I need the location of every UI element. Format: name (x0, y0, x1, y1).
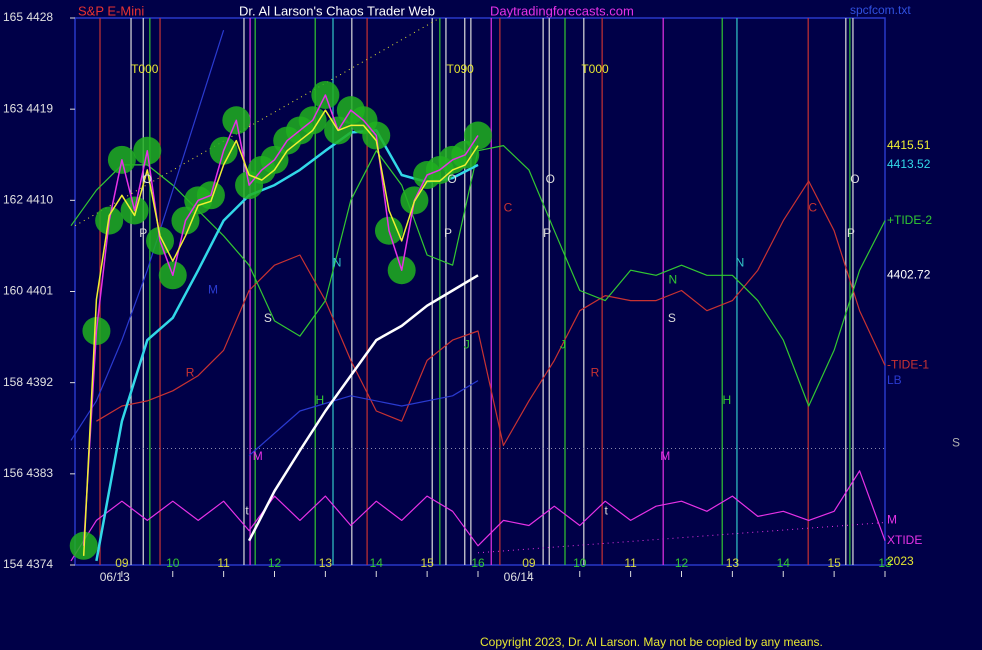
y-tick-label: 162 4410 (3, 193, 53, 207)
series-line (247, 274, 479, 542)
x-tick-label: 13 (726, 556, 740, 570)
annotation: R (186, 366, 195, 380)
annotation: P (847, 226, 855, 240)
copyright: Copyright 2023, Dr. Al Larson. May not b… (480, 635, 823, 649)
series-label: 4413.52 (887, 157, 931, 171)
series-label: -TIDE-1 (887, 358, 929, 372)
date-label: 06/14 (504, 570, 534, 584)
series-label: 4415.51 (887, 138, 931, 152)
y-tick-label: 163 4419 (3, 101, 53, 115)
series-line (82, 94, 479, 546)
annotation: P (139, 226, 147, 240)
series-label: +TIDE-2 (887, 213, 932, 227)
x-tick-label: 14 (370, 556, 384, 570)
filename: spcfcom.txt (850, 3, 911, 17)
annotation: J (560, 337, 566, 351)
x-tick-label: 12 (268, 556, 282, 570)
series-line (477, 522, 886, 554)
x-tick-label: 13 (878, 556, 892, 570)
side-label: S (952, 436, 960, 450)
x-tick-label: 14 (777, 556, 791, 570)
side-label: 2023 (887, 554, 914, 568)
x-tick-label: 12 (675, 556, 689, 570)
x-tick-label: 11 (624, 556, 637, 570)
annotation: J (464, 337, 470, 351)
series-label: LB (887, 373, 902, 387)
y-tick-label: 154 4374 (3, 557, 53, 571)
x-tick-label: 10 (166, 556, 180, 570)
annotation: M (660, 449, 670, 463)
date-label: 06/13 (100, 570, 130, 584)
series-label: XTIDE (887, 533, 922, 547)
website: Daytradingforecasts.com (490, 3, 634, 18)
y-tick-label: 156 4383 (3, 466, 53, 480)
annotation: O (850, 172, 859, 186)
annotation: N (736, 255, 745, 269)
annotation: M (208, 283, 218, 297)
annotation: H (722, 393, 731, 407)
annotation: S (264, 311, 272, 325)
x-tick-label: 09 (115, 556, 129, 570)
x-tick-label: 09 (522, 556, 536, 570)
annotation: S (668, 311, 676, 325)
annotation: O (447, 172, 456, 186)
series-line (70, 30, 479, 457)
annotation: T000 (131, 62, 159, 76)
annotation: O (546, 172, 555, 186)
annotation: N (669, 273, 678, 287)
x-tick-label: 13 (319, 556, 333, 570)
series-line (96, 180, 886, 447)
annotation: t (605, 503, 609, 517)
series-label: 4402.72 (887, 267, 931, 281)
annotation: C (504, 201, 513, 215)
annotation: T000 (581, 62, 609, 76)
x-tick-label: 11 (217, 556, 230, 570)
annotation: O (143, 172, 152, 186)
x-tick-label: 10 (573, 556, 587, 570)
annotation: t (245, 503, 249, 517)
annotation: P (444, 226, 452, 240)
series-line (70, 470, 886, 562)
annotation: N (333, 255, 342, 269)
annotation: R (591, 366, 600, 380)
x-tick-label: 15 (420, 556, 434, 570)
y-tick-label: 165 4428 (3, 10, 53, 24)
y-tick-label: 160 4401 (3, 284, 53, 298)
chart-title: Dr. Al Larson's Chaos Trader Web (239, 3, 435, 18)
x-tick-label: 16 (471, 556, 485, 570)
y-tick-label: 158 4392 (3, 375, 53, 389)
annotation: P (543, 226, 551, 240)
symbol: S&P E-Mini (78, 3, 144, 18)
annotation: T090 (447, 62, 475, 76)
annotation: H (315, 393, 324, 407)
annotation: C (808, 201, 817, 215)
series-line (82, 109, 479, 556)
x-tick-label: 15 (827, 556, 841, 570)
side-label: M (887, 513, 897, 527)
annotation: M (253, 449, 263, 463)
